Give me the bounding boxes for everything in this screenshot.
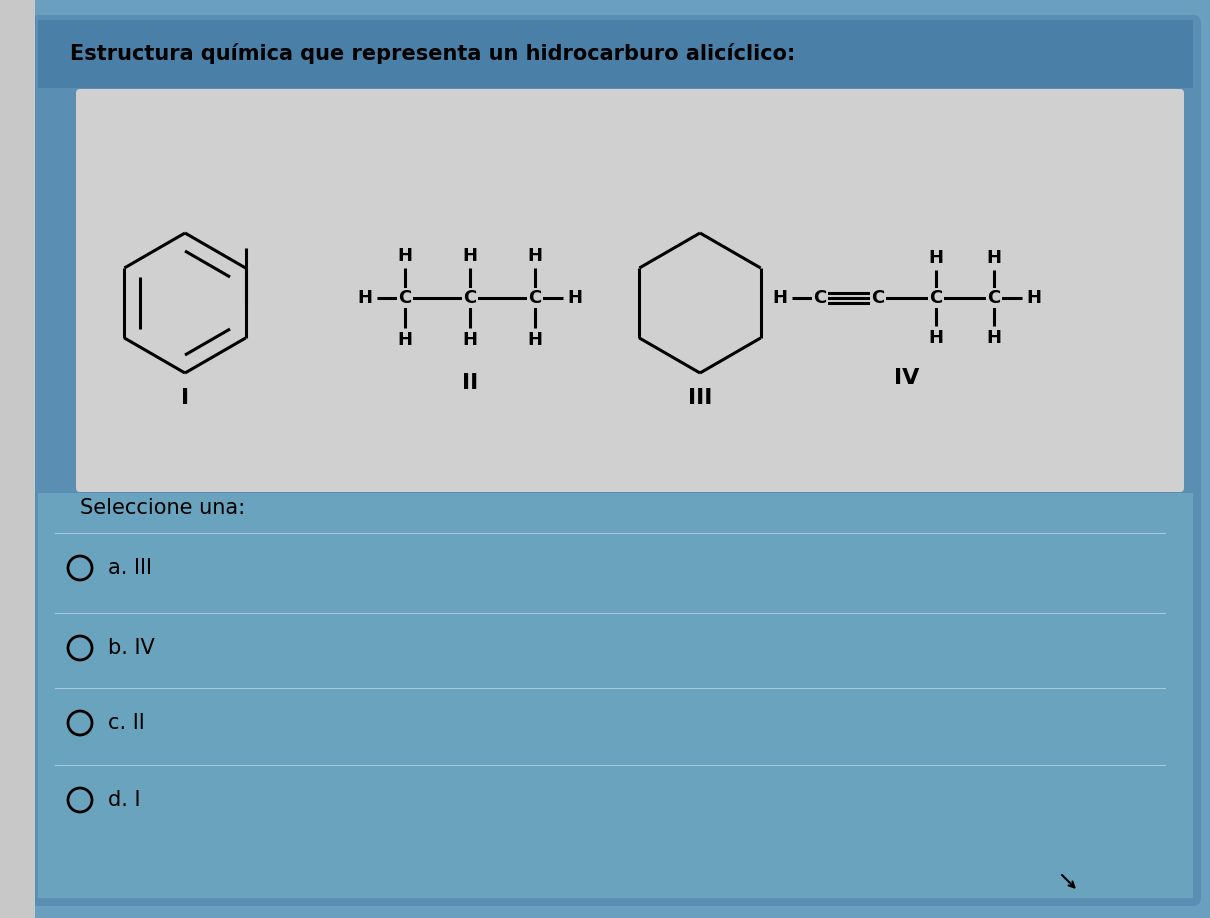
Text: C: C [929, 289, 943, 307]
Text: H: H [928, 329, 944, 347]
Text: I: I [182, 388, 189, 408]
Text: H: H [398, 331, 413, 349]
Text: C: C [463, 289, 477, 307]
Text: C: C [529, 289, 542, 307]
Text: II: II [462, 373, 478, 393]
Text: H: H [357, 289, 373, 307]
Text: a. III: a. III [108, 558, 152, 578]
Text: Estructura química que representa un hidrocarburo alicíclico:: Estructura química que representa un hid… [70, 43, 795, 64]
Text: C: C [813, 289, 826, 307]
Text: H: H [567, 289, 582, 307]
Text: H: H [928, 249, 944, 267]
Text: H: H [528, 247, 542, 265]
FancyBboxPatch shape [0, 0, 35, 918]
FancyBboxPatch shape [30, 15, 1202, 906]
Text: IV: IV [894, 368, 920, 388]
Text: Seleccione una:: Seleccione una: [80, 498, 246, 518]
FancyBboxPatch shape [38, 20, 1193, 88]
Text: H: H [986, 329, 1002, 347]
Text: III: III [687, 388, 713, 408]
Text: H: H [1026, 289, 1042, 307]
Text: H: H [462, 331, 478, 349]
Text: c. II: c. II [108, 713, 145, 733]
FancyBboxPatch shape [38, 493, 1193, 898]
Text: d. I: d. I [108, 790, 140, 810]
Text: C: C [987, 289, 1001, 307]
Text: b. IV: b. IV [108, 638, 155, 658]
Text: H: H [986, 249, 1002, 267]
Text: H: H [528, 331, 542, 349]
FancyBboxPatch shape [76, 89, 1185, 492]
Text: H: H [462, 247, 478, 265]
Text: C: C [398, 289, 411, 307]
Text: H: H [398, 247, 413, 265]
Text: H: H [772, 289, 788, 307]
Text: C: C [871, 289, 885, 307]
